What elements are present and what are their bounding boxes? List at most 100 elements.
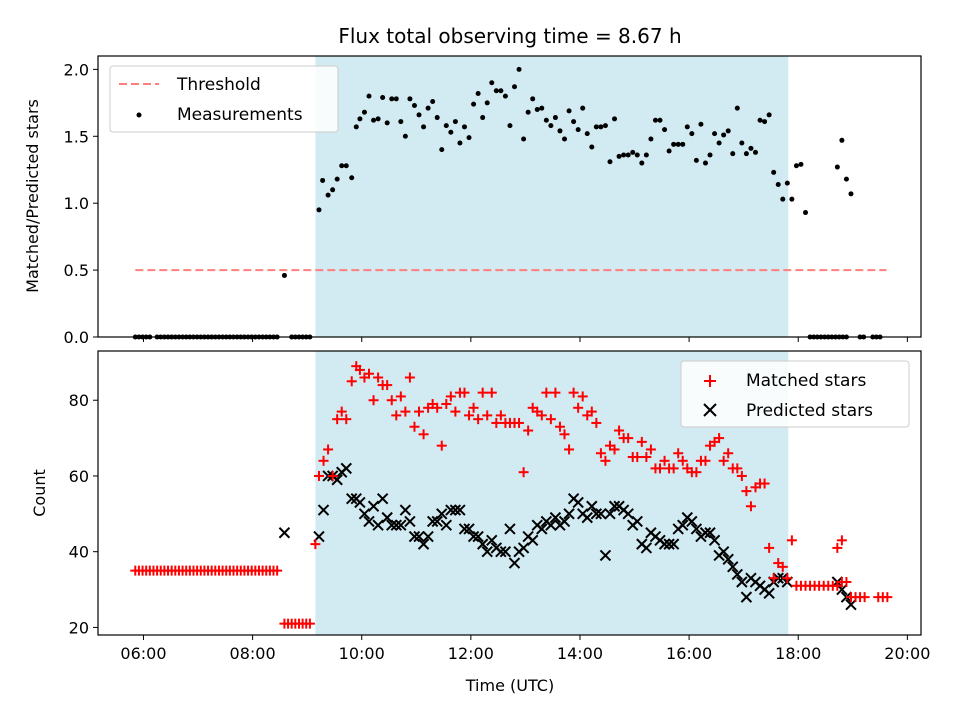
matched-star-point [477, 387, 488, 398]
predicted-star-point [399, 504, 412, 516]
x-tick-label: 12:00 [448, 644, 494, 663]
top-legend-box [109, 65, 339, 133]
matched-star-point [486, 387, 497, 398]
predicted-star-point [736, 576, 748, 588]
x-tick-label: 20:00 [884, 644, 930, 663]
measurement-point [475, 90, 481, 96]
x-tick-label: 18:00 [775, 644, 821, 663]
matched-star-point [841, 576, 852, 587]
measurement-point [771, 169, 777, 175]
predicted-star-point [686, 515, 698, 528]
predicted-star-point [431, 515, 443, 528]
measurement-point [607, 159, 613, 165]
measurement-point [471, 101, 477, 107]
predicted-star-point [558, 515, 571, 528]
measurement-point [657, 117, 663, 123]
bottom-y-axis-label: Count [30, 469, 49, 517]
measurement-point [634, 152, 640, 158]
legend-matched-label: Matched stars [746, 371, 866, 391]
matched-star-point [318, 455, 329, 466]
matched-star-point [323, 444, 334, 455]
measurement-point [580, 105, 586, 111]
measurement-point [316, 207, 322, 213]
measurement-point [748, 145, 754, 151]
measurement-point [789, 196, 795, 202]
measurement-point [425, 105, 431, 111]
predicted-star-point [677, 519, 689, 531]
predicted-star-point [708, 534, 721, 547]
measurement-point [698, 121, 704, 127]
measurement-point [380, 94, 386, 100]
measurement-point [498, 88, 504, 94]
predicted-star-point [440, 519, 453, 531]
predicted-star-point [517, 542, 530, 554]
measurement-point [539, 105, 545, 111]
predicted-star-point [458, 523, 471, 535]
predicted-star-point [658, 538, 671, 550]
matched-star-point [832, 542, 843, 553]
predicted-star-point [563, 508, 575, 520]
measurement-point [616, 153, 622, 159]
predicted-star-point [504, 523, 516, 535]
measurement-point [593, 124, 599, 130]
measurement-point [543, 117, 549, 123]
measurement-point [575, 127, 581, 133]
measurement-point [621, 152, 627, 158]
matched-stars-layer [130, 361, 893, 629]
y-tick-label: 40 [69, 543, 89, 562]
bottom-axis-ticks: 20 40 60 80 06:00 08:00 10:00 12:00 14:00 16:00 18… [69, 391, 931, 663]
top-axes-frame [97, 55, 922, 338]
predicted-star-point [586, 500, 598, 512]
matched-star-point [468, 402, 479, 413]
matched-star-point [336, 406, 347, 417]
measurement-point [330, 187, 336, 193]
predicted-star-point [722, 553, 734, 565]
measurement-point [466, 135, 472, 141]
matched-star-point [700, 455, 711, 466]
measurement-point [843, 176, 849, 182]
predicted-star-point [590, 508, 603, 520]
x-tick-label: 14:00 [557, 644, 603, 663]
matched-star-point [668, 463, 679, 474]
matched-star-point [673, 448, 684, 459]
predicted-star-point [372, 519, 384, 531]
matched-star-point [354, 364, 365, 375]
matched-star-point [459, 387, 470, 398]
measurement-point [671, 141, 677, 147]
measurement-point [662, 127, 668, 133]
matched-star-point [677, 455, 688, 466]
matched-star-point [464, 410, 475, 421]
matched-star-point [404, 372, 415, 383]
predicted-star-point [472, 530, 484, 543]
predicted-star-point [390, 519, 402, 531]
count-panel: 20 40 60 80 06:00 08:00 10:00 12:00 14:00 16:00 18… [30, 350, 931, 695]
matched-star-point [645, 444, 656, 455]
measurement-point [353, 124, 359, 130]
predicted-star-point [572, 496, 584, 509]
matched-star-point [614, 425, 625, 436]
matched-star-point [373, 372, 384, 383]
y-tick-label: 1.5 [64, 127, 89, 146]
matched-star-point [659, 455, 670, 466]
predicted-star-point [526, 534, 539, 547]
matched-star-point [491, 417, 502, 428]
matched-star-point [741, 486, 752, 497]
measurement-point [480, 115, 486, 121]
measurement-point [357, 116, 363, 122]
measurement-point [493, 88, 499, 94]
measurement-point [325, 192, 331, 198]
matched-star-point [518, 467, 529, 478]
measurement-point [434, 115, 440, 121]
measurement-point [798, 161, 804, 167]
predicted-star-point [376, 492, 389, 505]
matched-star-point [386, 395, 397, 406]
predicted-star-point [317, 504, 330, 516]
predicted-star-point [404, 515, 416, 528]
measurement-point [402, 133, 408, 139]
matched-star-point [768, 573, 779, 584]
measurement-point [716, 140, 722, 146]
matched-star-point [541, 387, 552, 398]
bottom-legend-box [680, 360, 910, 428]
x-axis-label: Time (UTC) [465, 676, 554, 695]
